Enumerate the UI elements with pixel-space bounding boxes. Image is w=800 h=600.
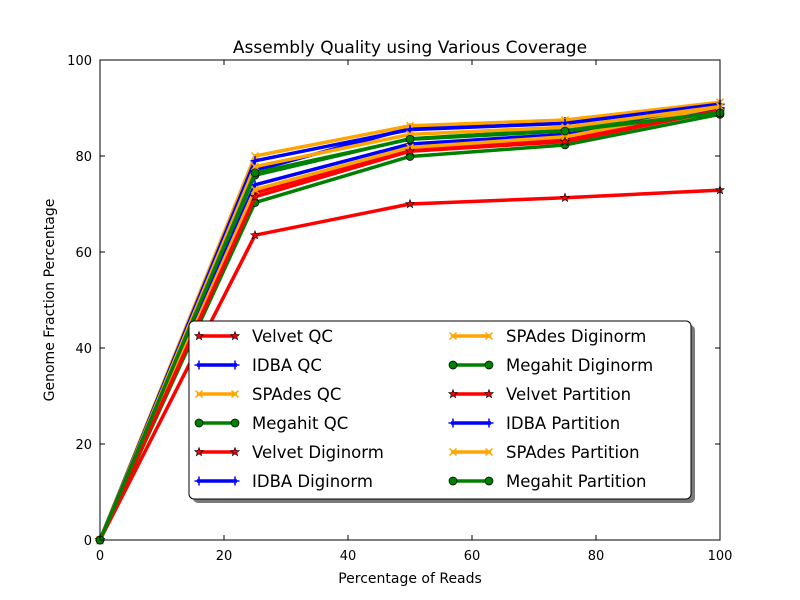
legend-box xyxy=(188,320,692,500)
x-tick-label: 100 xyxy=(708,549,733,564)
data-point-velvet-qc xyxy=(404,198,416,209)
legend-marker xyxy=(483,388,495,399)
legend-marker xyxy=(484,331,494,341)
legend-label: Megahit QC xyxy=(252,414,348,433)
data-point-velvet-qc xyxy=(559,192,571,203)
legend-marker xyxy=(193,446,205,457)
legend-label: IDBA Partition xyxy=(506,414,620,433)
data-point-spades-partition xyxy=(250,162,260,171)
x-tick-label: 60 xyxy=(464,549,481,564)
legend-label: Velvet Partition xyxy=(506,385,631,404)
data-point-spades-qc xyxy=(250,151,260,161)
legend-marker xyxy=(229,330,241,341)
data-point-spades-diginorm xyxy=(250,185,260,194)
data-point-velvet-partition xyxy=(404,145,416,156)
legend-marker xyxy=(447,388,459,399)
series-layer xyxy=(94,98,726,545)
legend-item-idba-diginorm: IDBA Diginorm xyxy=(194,472,373,491)
y-tick-label: 100 xyxy=(67,54,92,69)
legend-label: Velvet QC xyxy=(252,327,333,346)
legend-item-idba-qc: IDBA QC xyxy=(194,356,322,375)
series-megahit-partition xyxy=(95,108,725,545)
plot-frame xyxy=(99,59,721,541)
legend-marker xyxy=(194,360,204,370)
chart-title: Assembly Quality using Various Coverage xyxy=(233,38,587,58)
y-tick-label: 20 xyxy=(75,438,92,453)
y-axis-label: Genome Fraction Percentage xyxy=(42,199,58,402)
legend-label: Velvet Diginorm xyxy=(252,443,384,462)
data-point-megahit-partition xyxy=(560,126,570,136)
legend-marker xyxy=(484,418,494,428)
x-tick-label: 0 xyxy=(96,549,104,564)
legend-label: IDBA QC xyxy=(252,356,322,375)
legend-item-idba-partition: IDBA Partition xyxy=(448,414,620,433)
legend-label: SPAdes Partition xyxy=(506,443,640,462)
legend-marker xyxy=(448,360,458,370)
legend-item-megahit-qc: Megahit QC xyxy=(194,414,348,433)
legend-marker xyxy=(484,476,494,486)
legend-item-velvet-diginorm: Velvet Diginorm xyxy=(193,443,384,462)
x-tick-label: 80 xyxy=(588,549,605,564)
legend-item-velvet-partition: Velvet Partition xyxy=(447,385,631,404)
legend-item-spades-diginorm: SPAdes Diginorm xyxy=(448,327,646,346)
x-axis-label: Percentage of Reads xyxy=(338,571,482,587)
legend-marker xyxy=(194,476,204,486)
y-tick-label: 60 xyxy=(75,246,92,261)
legend-item-spades-qc: SPAdes QC xyxy=(194,385,341,404)
legend-marker xyxy=(448,447,458,457)
legend-label: Megahit Diginorm xyxy=(506,356,653,375)
data-point-velvet-qc xyxy=(249,229,261,240)
data-point-velvet-partition xyxy=(559,136,571,146)
legend-item-megahit-diginorm: Megahit Diginorm xyxy=(448,356,653,375)
data-point-velvet-partition xyxy=(249,191,261,202)
legend-label: Megahit Partition xyxy=(506,472,647,491)
legend: Velvet QC IDBA QC SPAdes QC Megahit QC Velve… xyxy=(188,320,695,503)
legend-item-spades-partition: SPAdes Partition xyxy=(448,443,640,462)
data-point-megahit-partition xyxy=(405,134,415,144)
legend-label: SPAdes Diginorm xyxy=(506,327,646,346)
legend-marker xyxy=(229,446,241,457)
data-point-megahit-partition xyxy=(250,168,260,178)
data-point-idba-partition xyxy=(405,125,415,135)
y-tick-label: 40 xyxy=(75,342,92,357)
legend-marker xyxy=(230,418,240,428)
legend-marker xyxy=(448,476,458,486)
legend-marker xyxy=(484,447,494,457)
legend-marker xyxy=(194,389,204,399)
y-tick-label: 80 xyxy=(75,150,92,165)
axis-ticks: 0 20 40 60 80 100 0 20 40 60 80 100 xyxy=(67,54,732,564)
x-tick-label: 40 xyxy=(340,549,357,564)
legend-marker xyxy=(194,418,204,428)
legend-label: SPAdes QC xyxy=(252,385,341,404)
x-tick-label: 20 xyxy=(216,549,233,564)
y-tick-label: 0 xyxy=(84,534,92,549)
plot-area: 0 20 40 60 80 100 0 20 40 60 80 100 Velvet QC IDBA Q… xyxy=(67,54,732,564)
data-point-idba-partition xyxy=(250,156,260,166)
legend-item-velvet-qc: Velvet QC xyxy=(193,327,333,346)
legend-marker xyxy=(448,418,458,428)
legend-marker xyxy=(230,476,240,486)
legend-label: IDBA Diginorm xyxy=(252,472,373,491)
legend-marker xyxy=(484,360,494,370)
legend-marker xyxy=(193,330,205,341)
legend-item-megahit-partition: Megahit Partition xyxy=(448,472,647,491)
legend-marker xyxy=(230,389,240,399)
legend-marker xyxy=(230,360,240,370)
legend-marker xyxy=(448,331,458,341)
